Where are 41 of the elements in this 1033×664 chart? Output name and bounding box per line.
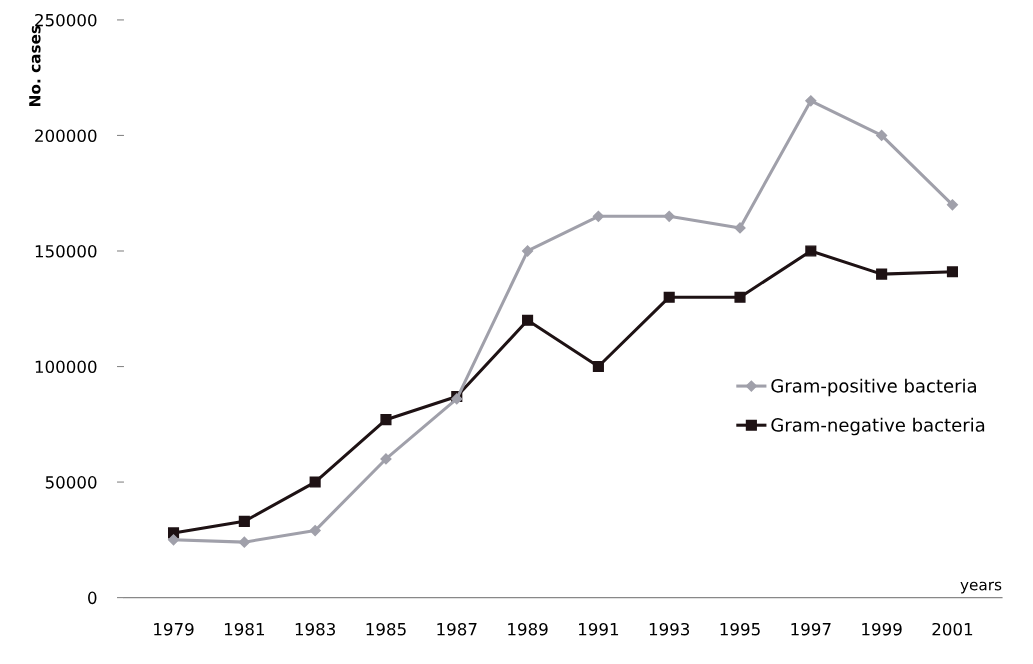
x-tick-label: 2001 [932, 622, 973, 636]
x-tick-label: 1991 [579, 622, 619, 636]
x-axis-title: years [960, 581, 1002, 594]
x-tick-label: 1985 [366, 622, 406, 636]
y-tick-label: 0 [88, 591, 97, 605]
x-tick-label: 1987 [437, 622, 477, 636]
point [238, 515, 250, 527]
point [663, 291, 675, 303]
y-tick-label: 200000 [35, 129, 97, 143]
point [380, 414, 392, 426]
point [522, 314, 534, 326]
point [734, 291, 746, 303]
y-tick-label: 150000 [35, 244, 97, 258]
point [309, 524, 321, 537]
point [734, 222, 746, 234]
x-tick-label: 1993 [649, 622, 690, 636]
x-tick-label: 1983 [295, 622, 336, 636]
point [946, 199, 959, 211]
point [876, 268, 888, 280]
x-tick-label: 1989 [508, 622, 548, 636]
y-tick-label: 50000 [45, 476, 97, 489]
point [663, 210, 675, 222]
point [805, 245, 817, 257]
x-tick-label: 1999 [862, 622, 902, 636]
point [876, 129, 888, 142]
legend-label: Gram-positive bacteria [771, 378, 976, 397]
point [946, 266, 958, 278]
x-tick-label: 1995 [720, 622, 760, 636]
x-tick-label: 1979 [154, 622, 194, 636]
legend-label: Gram-negative bacteria [771, 417, 985, 436]
y-axis-title: No. cases [29, 25, 41, 106]
point [521, 245, 534, 257]
y-tick-label: 250000 [35, 13, 97, 27]
point [805, 95, 817, 107]
point [238, 536, 250, 548]
point [592, 210, 604, 222]
y-tick-label: 100000 [35, 360, 97, 374]
x-tick-label: 1981 [224, 622, 265, 636]
point [592, 360, 604, 373]
x-tick-label: 1997 [791, 622, 831, 636]
point [309, 476, 321, 488]
